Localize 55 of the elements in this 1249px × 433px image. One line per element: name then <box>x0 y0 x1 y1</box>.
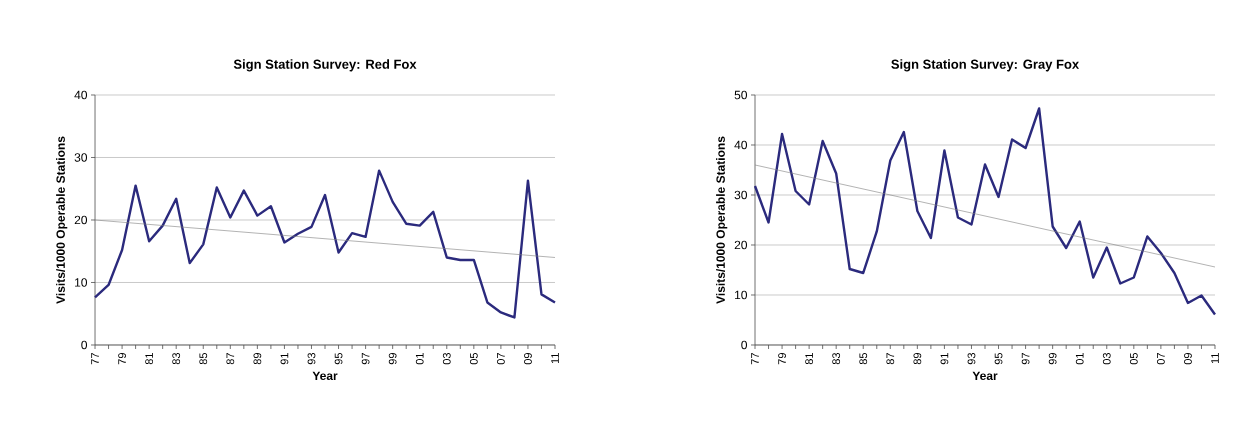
x-tick-label: 01 <box>1075 353 1084 365</box>
x-tick-label: 91 <box>280 353 289 365</box>
y-tick-label: 10 <box>75 278 88 287</box>
y-axis-title: Visits/1000 Operable Stations <box>716 136 728 304</box>
x-tick-label: 97 <box>361 353 370 365</box>
x-tick-label: 07 <box>497 353 505 365</box>
chart-title: Sign Station Survey: Gray Fox <box>891 59 1080 72</box>
x-tick-label: 99 <box>388 353 397 365</box>
x-tick-label: 85 <box>199 352 208 365</box>
x-tick-label: 05 <box>469 352 478 365</box>
x-tick-label: 83 <box>832 353 841 365</box>
y-tick-label: 40 <box>734 140 748 150</box>
x-tick-label: 83 <box>172 353 181 365</box>
x-axis-title: Year <box>972 371 998 380</box>
x-tick-label: 09 <box>1184 353 1192 365</box>
line-series <box>753 107 1217 316</box>
x-tick-label: 03 <box>442 353 451 365</box>
y-tick-label: 50 <box>734 90 748 100</box>
x-tick-label: 81 <box>145 353 154 365</box>
x-tick-label: 11 <box>551 353 559 364</box>
x-tick-label: 77 <box>91 353 99 365</box>
y-tick-label: 20 <box>734 240 748 250</box>
x-tick-label: 97 <box>1021 353 1030 365</box>
x-tick-label: 05 <box>1129 352 1138 365</box>
x-tick-label: 07 <box>1157 353 1165 365</box>
y-tick-label: 10 <box>735 290 748 300</box>
y-tick-label: 30 <box>74 153 88 162</box>
x-axis-title: Year <box>312 371 338 380</box>
x-tick-label: 03 <box>1102 353 1111 365</box>
x-tick-label: 81 <box>805 353 814 365</box>
x-tick-label: 87 <box>226 353 235 365</box>
x-tick-label: 89 <box>913 353 922 365</box>
x-tick-label: 85 <box>859 352 868 365</box>
x-tick-label: 09 <box>524 353 532 365</box>
x-tick-label: 99 <box>1048 353 1057 365</box>
y-tick-label: 0 <box>81 340 88 350</box>
x-tick-label: 95 <box>334 352 343 365</box>
x-tick-label: 91 <box>940 353 949 365</box>
x-tick-label: 01 <box>415 353 424 365</box>
x-tick-label: 79 <box>118 353 126 365</box>
y-tick-label: 20 <box>74 215 88 225</box>
line-series <box>93 169 557 319</box>
x-tick-label: 79 <box>778 353 786 365</box>
x-tick-label: 77 <box>751 353 759 365</box>
x-tick-label: 89 <box>253 353 262 365</box>
x-tick-label: 93 <box>967 353 976 365</box>
y-tick-label: 30 <box>734 190 748 200</box>
chart-title: Sign Station Survey: Red Fox <box>233 59 417 72</box>
y-tick-label: 40 <box>74 90 88 100</box>
x-tick-label: 11 <box>1211 353 1219 364</box>
y-axis-title: Visits/1000 Operable Stations <box>56 136 68 304</box>
y-tick-label: 0 <box>741 340 748 350</box>
x-tick-label: 87 <box>886 353 895 365</box>
x-tick-label: 95 <box>994 352 1003 365</box>
x-tick-label: 93 <box>307 353 316 365</box>
